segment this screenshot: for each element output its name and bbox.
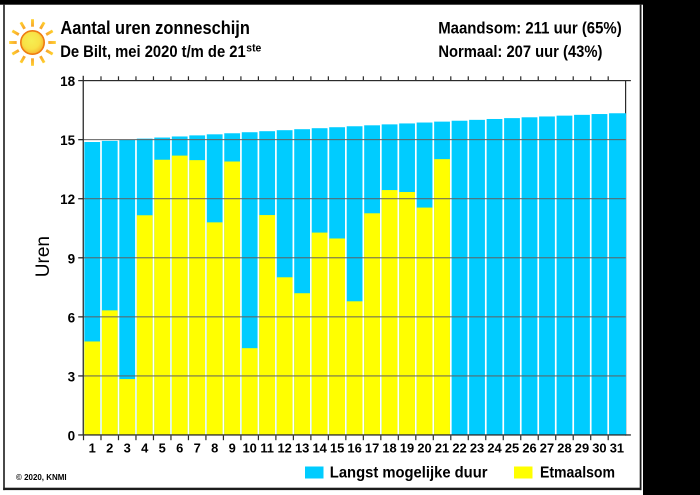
svg-text:14: 14: [312, 441, 327, 456]
svg-text:10: 10: [242, 441, 256, 456]
svg-text:Normaal: 207 uur (43%): Normaal: 207 uur (43%): [438, 43, 602, 61]
svg-text:Aantal uren zonneschijn: Aantal uren zonneschijn: [60, 17, 250, 38]
svg-text:De Bilt, mei 2020 t/m de 21: De Bilt, mei 2020 t/m de 21: [60, 43, 246, 61]
svg-text:1: 1: [89, 441, 96, 456]
svg-text:9: 9: [229, 441, 236, 456]
svg-text:21: 21: [435, 441, 449, 456]
svg-text:ste: ste: [246, 42, 261, 54]
svg-text:23: 23: [470, 441, 484, 456]
svg-text:27: 27: [540, 441, 554, 456]
svg-text:7: 7: [194, 441, 201, 456]
svg-text:3: 3: [68, 369, 76, 384]
svg-text:9: 9: [68, 251, 76, 266]
svg-text:13: 13: [295, 441, 309, 456]
svg-text:20: 20: [417, 441, 431, 456]
svg-text:6: 6: [68, 310, 76, 325]
svg-text:5: 5: [159, 441, 166, 456]
svg-text:3: 3: [124, 441, 131, 456]
svg-text:25: 25: [505, 441, 519, 456]
svg-text:28: 28: [557, 441, 571, 456]
svg-text:22: 22: [452, 441, 466, 456]
svg-text:24: 24: [487, 441, 502, 456]
svg-text:8: 8: [211, 441, 218, 456]
svg-text:12: 12: [277, 441, 291, 456]
svg-text:4: 4: [141, 441, 149, 456]
svg-text:17: 17: [365, 441, 379, 456]
svg-text:Langst mogelijke duur: Langst mogelijke duur: [330, 464, 488, 481]
svg-text:26: 26: [522, 441, 536, 456]
svg-text:6: 6: [176, 441, 183, 456]
svg-text:Uren: Uren: [33, 236, 54, 277]
svg-text:18: 18: [60, 74, 76, 89]
svg-text:2: 2: [106, 441, 113, 456]
svg-text:30: 30: [592, 441, 606, 456]
svg-text:Etmaalsom: Etmaalsom: [540, 464, 615, 481]
svg-text:0: 0: [68, 429, 76, 444]
svg-text:11: 11: [260, 441, 274, 456]
svg-text:12: 12: [60, 192, 75, 207]
svg-text:18: 18: [382, 441, 396, 456]
svg-text:16: 16: [347, 441, 361, 456]
svg-text:29: 29: [575, 441, 589, 456]
svg-text:19: 19: [400, 441, 414, 456]
svg-text:31: 31: [610, 441, 624, 456]
svg-text:Maandsom: 211 uur (65%): Maandsom: 211 uur (65%): [438, 19, 622, 37]
svg-text:© 2020, KNMI: © 2020, KNMI: [16, 473, 67, 482]
svg-text:15: 15: [60, 133, 76, 148]
svg-text:15: 15: [330, 441, 344, 456]
